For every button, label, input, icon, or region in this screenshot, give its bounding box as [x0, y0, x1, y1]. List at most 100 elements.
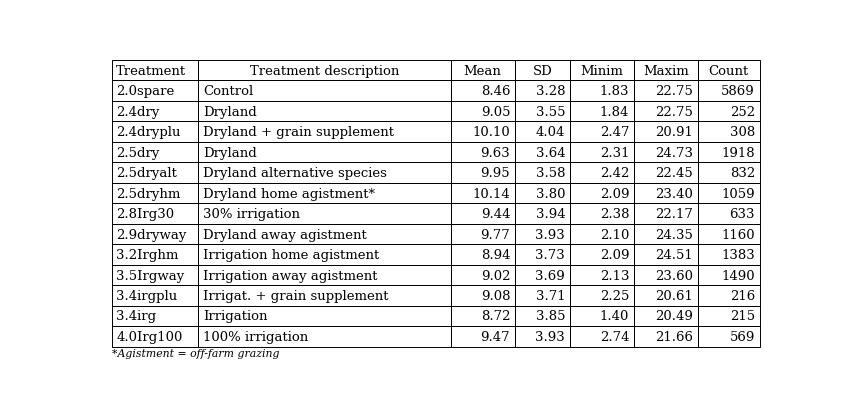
Text: 2.5dryalt: 2.5dryalt — [116, 166, 177, 180]
Text: 2.09: 2.09 — [600, 248, 629, 261]
Bar — [634, 61, 698, 81]
Bar — [198, 326, 451, 347]
Text: 2.25: 2.25 — [600, 289, 629, 302]
Bar — [634, 244, 698, 265]
Text: Irrigation home agistment: Irrigation home agistment — [203, 248, 379, 261]
Bar — [698, 244, 760, 265]
Text: 3.4irg: 3.4irg — [116, 310, 156, 323]
Bar — [634, 306, 698, 326]
Bar — [198, 81, 451, 102]
Text: 1.40: 1.40 — [600, 310, 629, 323]
Bar — [570, 122, 634, 142]
Bar — [450, 265, 515, 285]
Text: 2.8Irg30: 2.8Irg30 — [116, 207, 174, 221]
Bar — [570, 61, 634, 81]
Bar — [570, 306, 634, 326]
Bar — [111, 244, 198, 265]
Text: 215: 215 — [730, 310, 755, 323]
Bar — [698, 102, 760, 122]
Text: Count: Count — [709, 64, 749, 77]
Text: 569: 569 — [730, 330, 755, 343]
Bar — [111, 183, 198, 204]
Bar — [570, 102, 634, 122]
Bar — [515, 285, 570, 306]
Bar — [515, 244, 570, 265]
Bar — [698, 265, 760, 285]
Text: Treatment description: Treatment description — [250, 64, 400, 77]
Bar — [111, 142, 198, 163]
Text: 3.2Irghm: 3.2Irghm — [116, 248, 178, 261]
Bar — [450, 81, 515, 102]
Text: 1918: 1918 — [722, 146, 755, 159]
Text: 9.47: 9.47 — [480, 330, 510, 343]
Bar — [450, 142, 515, 163]
Text: Mean: Mean — [464, 64, 501, 77]
Bar — [111, 102, 198, 122]
Bar — [698, 142, 760, 163]
Bar — [698, 285, 760, 306]
Bar — [634, 142, 698, 163]
Bar — [698, 122, 760, 142]
Bar — [198, 285, 451, 306]
Text: Dryland home agistment*: Dryland home agistment* — [203, 187, 375, 200]
Text: 100% irrigation: 100% irrigation — [203, 330, 308, 343]
Bar — [450, 306, 515, 326]
Text: *Agistment = off-farm grazing: *Agistment = off-farm grazing — [111, 349, 279, 358]
Text: 216: 216 — [730, 289, 755, 302]
Bar — [570, 326, 634, 347]
Bar — [515, 265, 570, 285]
Text: 22.75: 22.75 — [655, 105, 694, 118]
Bar — [450, 183, 515, 204]
Text: 9.08: 9.08 — [480, 289, 510, 302]
Text: 24.51: 24.51 — [655, 248, 694, 261]
Bar — [515, 204, 570, 224]
Text: 3.93: 3.93 — [536, 330, 565, 343]
Text: 5869: 5869 — [722, 85, 755, 98]
Bar — [515, 102, 570, 122]
Bar — [570, 285, 634, 306]
Text: 10.14: 10.14 — [473, 187, 510, 200]
Text: 3.71: 3.71 — [536, 289, 565, 302]
Bar — [111, 224, 198, 244]
Text: 1.83: 1.83 — [600, 85, 629, 98]
Text: Dryland: Dryland — [203, 146, 257, 159]
Text: 2.74: 2.74 — [600, 330, 629, 343]
Text: Dryland away agistment: Dryland away agistment — [203, 228, 366, 241]
Text: 3.64: 3.64 — [536, 146, 565, 159]
Text: 3.28: 3.28 — [536, 85, 565, 98]
Bar — [634, 204, 698, 224]
Text: 30% irrigation: 30% irrigation — [203, 207, 300, 221]
Text: 1490: 1490 — [722, 269, 755, 282]
Text: 3.69: 3.69 — [536, 269, 565, 282]
Text: 2.5dryhm: 2.5dryhm — [116, 187, 180, 200]
Bar — [198, 183, 451, 204]
Text: Minim: Minim — [581, 64, 623, 77]
Text: 252: 252 — [730, 105, 755, 118]
Text: 3.85: 3.85 — [536, 310, 565, 323]
Bar — [450, 224, 515, 244]
Bar — [634, 285, 698, 306]
Bar — [198, 204, 451, 224]
Bar — [198, 102, 451, 122]
Bar — [570, 244, 634, 265]
Bar — [515, 142, 570, 163]
Text: 2.4dry: 2.4dry — [116, 105, 160, 118]
Text: 9.02: 9.02 — [480, 269, 510, 282]
Bar — [111, 204, 198, 224]
Text: 23.40: 23.40 — [655, 187, 694, 200]
Bar — [111, 61, 198, 81]
Text: 4.0Irg100: 4.0Irg100 — [116, 330, 183, 343]
Text: 8.72: 8.72 — [480, 310, 510, 323]
Text: 832: 832 — [730, 166, 755, 180]
Text: 3.55: 3.55 — [536, 105, 565, 118]
Text: 9.77: 9.77 — [480, 228, 510, 241]
Text: 2.09: 2.09 — [600, 187, 629, 200]
Bar — [198, 244, 451, 265]
Bar — [698, 306, 760, 326]
Text: 9.95: 9.95 — [480, 166, 510, 180]
Bar — [515, 163, 570, 183]
Text: 2.38: 2.38 — [600, 207, 629, 221]
Text: 8.46: 8.46 — [480, 85, 510, 98]
Text: 3.93: 3.93 — [536, 228, 565, 241]
Text: 3.5Irgway: 3.5Irgway — [116, 269, 184, 282]
